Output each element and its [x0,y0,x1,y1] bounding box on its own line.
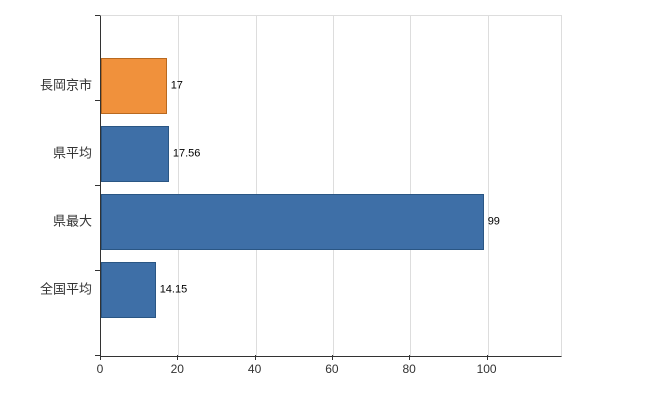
bar-value-label: 14.15 [159,283,188,296]
category-label: 県最大 [52,213,92,229]
x-axis-tick [486,355,488,360]
bar [101,126,169,182]
y-axis-tick [95,100,100,101]
x-axis-tick [409,355,411,360]
x-axis-tick-label: 40 [247,362,262,376]
x-axis-tick [331,355,333,360]
x-axis-tick-label: 0 [96,362,104,376]
x-axis-tick-label: 100 [476,362,497,376]
gridline [178,16,180,356]
category-label: 県平均 [52,145,92,161]
x-axis-tick-label: 80 [402,362,416,376]
bar [101,58,167,114]
y-axis-tick [95,15,100,16]
bar [101,194,484,250]
bar-value-label: 99 [487,215,500,228]
y-axis-tick [95,270,100,271]
x-axis-tick [254,355,256,360]
bar-value-label: 17 [170,79,183,92]
bar [101,262,156,318]
plot-area: 17 17.56 99 14.15 [100,15,562,357]
category-label: 長岡京市 [39,77,92,93]
y-axis-tick [95,355,100,356]
gridline [255,16,257,356]
x-axis-tick [100,355,101,360]
x-axis-tick-label: 20 [170,362,184,376]
gridline [487,16,489,356]
x-axis-tick-label: 60 [325,362,339,376]
gridline [332,16,334,356]
category-label: 全国平均 [39,281,92,297]
y-axis-tick [95,185,100,186]
x-axis-tick [177,355,179,360]
gridline [410,16,412,356]
bar-value-label: 17.56 [172,147,201,160]
